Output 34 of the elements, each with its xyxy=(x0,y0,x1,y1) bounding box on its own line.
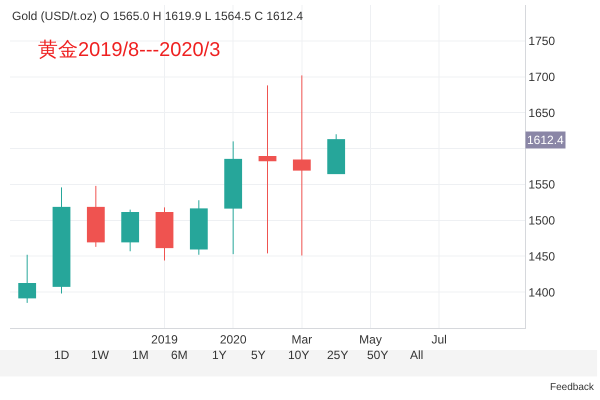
x-tick-label: 2019 xyxy=(151,332,178,346)
y-tick-label: 1450 xyxy=(528,249,556,264)
candlestick xyxy=(156,206,174,262)
candlestick xyxy=(327,134,346,175)
x-tick-label: 2020 xyxy=(220,332,247,346)
y-tick-label: 1700 xyxy=(528,70,556,84)
text: 25Y xyxy=(327,348,348,362)
y-tick-label: 1550 xyxy=(528,178,556,192)
text: 黄金2019/8---2020/3 xyxy=(38,39,220,61)
chart-title: Gold (USD/t.oz) O 1565.0 H 1619.9 L 1564.5 C 1612.4 xyxy=(12,9,304,23)
y-tick-label: 1500 xyxy=(528,214,556,228)
text: 6M xyxy=(171,348,188,362)
text: All xyxy=(410,348,424,362)
y-tick-label: 1400 xyxy=(528,285,556,300)
candlestick xyxy=(121,209,140,252)
annotation: 1612.4 xyxy=(527,133,564,147)
text: 10Y xyxy=(288,348,310,362)
text: 1Y xyxy=(212,348,227,362)
y-tick-label: 1650 xyxy=(528,106,556,120)
candlestick xyxy=(52,186,70,294)
text: Feedback xyxy=(550,382,595,393)
x-tick-label: Mar xyxy=(291,332,312,346)
candlestick xyxy=(258,84,276,254)
text: 1D xyxy=(54,348,70,362)
text: 50Y xyxy=(367,348,388,362)
text: 1W xyxy=(91,348,110,362)
candlestick xyxy=(18,254,36,304)
candlestick xyxy=(86,185,105,248)
x-tick-label: Jul xyxy=(432,332,447,346)
text: 5Y xyxy=(251,348,266,362)
x-tick-label: May xyxy=(359,332,382,346)
text: 1M xyxy=(132,348,149,362)
y-tick-label: 1750 xyxy=(528,34,556,48)
candlestick xyxy=(190,200,208,256)
